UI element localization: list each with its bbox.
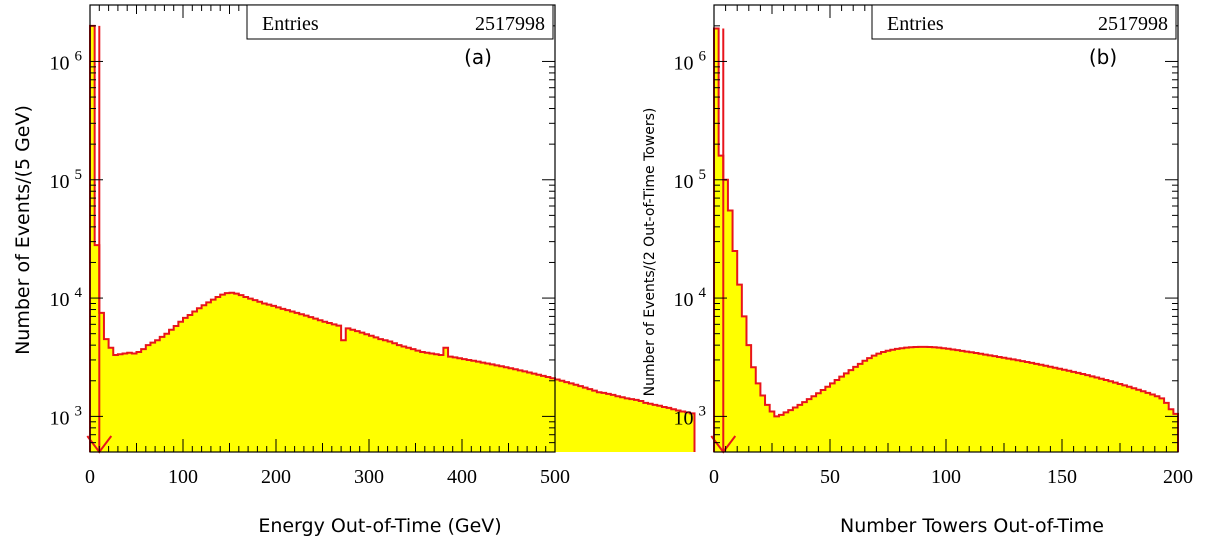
panel-label: (b): [1089, 45, 1117, 69]
y-tick-label: 10 5: [50, 167, 83, 193]
panel-label: (a): [464, 45, 492, 69]
x-tick-label: 100: [168, 466, 198, 488]
x-tick-label: 200: [1163, 466, 1193, 488]
histogram-panel-a: 0 100 200 300 400 500 10 3 10 4 10 5 10 6 Entries…: [12, 4, 696, 537]
y-tick-label: 10 3: [50, 403, 83, 429]
histogram-panel-b: 0 50 100 150 200 10 3 10 4 10 5 10 6 Entries 251…: [642, 4, 1193, 537]
plot-area: 0 100 200 300 400 500 10 3 10 4 10 5 10 6: [50, 4, 696, 488]
stats-box: [871, 4, 1177, 40]
x-tick-label: 400: [447, 466, 477, 488]
histogram-line: [713, 27, 1179, 452]
y-tick-label: 10 4: [50, 285, 83, 311]
y-tick-label: 10 6: [50, 48, 83, 74]
stats-value: 2517998: [1098, 13, 1168, 35]
y-axis-title: Number of Events/(5 GeV): [12, 105, 34, 355]
y-tick-label: 10 3: [674, 403, 707, 429]
stats-label: Entries: [262, 13, 319, 35]
stats-value: 2517998: [475, 13, 545, 35]
x-tick-label: 150: [1047, 466, 1077, 488]
x-tick-label: 100: [931, 466, 961, 488]
y-axis-title: Number of Events/(2 Out-of-Time Towers): [642, 108, 658, 397]
histogram-line: [89, 24, 696, 452]
x-axis-title: Energy Out-of-Time (GeV): [258, 515, 501, 537]
x-tick-label: 0: [709, 466, 719, 488]
histogram-fill: [90, 25, 695, 453]
stats-box: [246, 4, 554, 40]
y-tick-label: 10 4: [674, 285, 707, 311]
x-tick-label: 200: [261, 466, 291, 488]
x-tick-label: 50: [820, 466, 840, 488]
x-tick-label: 300: [354, 466, 384, 488]
x-tick-label: 500: [540, 466, 570, 488]
y-tick-label: 10 6: [674, 48, 707, 74]
stats-label: Entries: [887, 13, 944, 35]
x-axis-title: Number Towers Out-of-Time: [840, 515, 1104, 537]
x-tick-label: 0: [85, 466, 95, 488]
plot-area: 0 50 100 150 200 10 3 10 4 10 5 10 6: [674, 4, 1193, 488]
histogram-fill: [714, 28, 1178, 452]
y-tick-label: 10 5: [674, 167, 707, 193]
